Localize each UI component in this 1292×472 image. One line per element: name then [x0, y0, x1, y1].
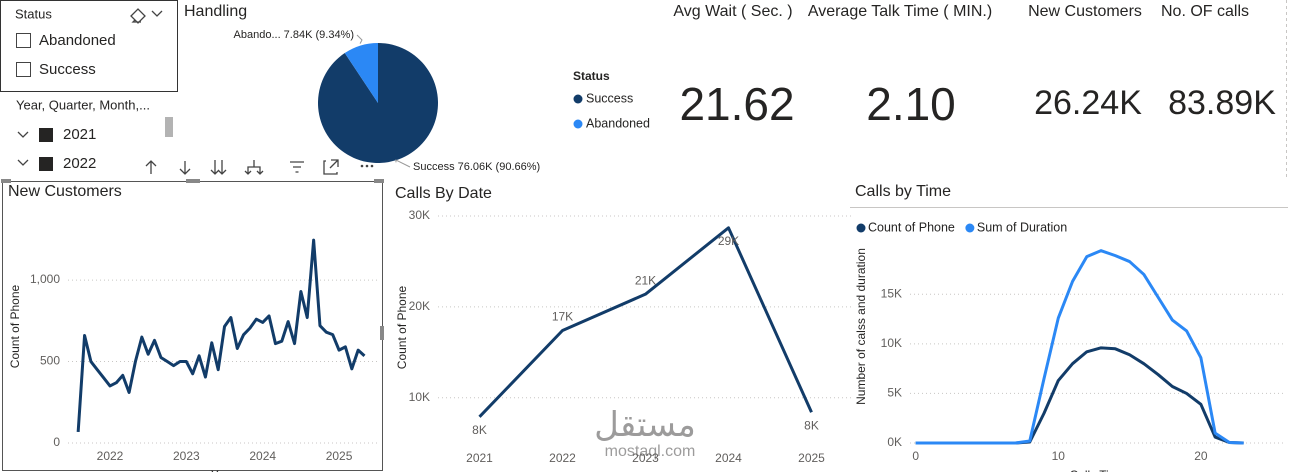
checkbox[interactable]	[16, 33, 31, 48]
y-tick-label: 10K	[881, 336, 902, 350]
x-tick-label: 20	[1194, 449, 1208, 463]
leader-line	[356, 34, 363, 44]
y-tick-label: 15K	[881, 286, 902, 300]
card-value: 83.89K	[1168, 84, 1276, 122]
pie-slice	[344, 43, 378, 103]
data-label: 8K	[472, 423, 487, 437]
visual-toolbar	[145, 159, 374, 175]
x-tick-label: 2021	[466, 451, 493, 465]
data-label: 21K	[635, 273, 656, 287]
x-axis-title: Calls Time	[1069, 468, 1125, 472]
card-value: 21.62	[679, 78, 794, 130]
expand-icon[interactable]	[17, 159, 29, 166]
legend-marker	[573, 119, 583, 129]
expand-icon[interactable]	[17, 131, 29, 138]
legend-label: Abandoned	[586, 116, 650, 130]
chart-title: New Customers	[8, 183, 122, 200]
more-icon[interactable]	[360, 164, 364, 168]
resize-handle[interactable]	[186, 179, 200, 183]
card-label: New Customers	[1028, 3, 1142, 20]
card-label: Average Talk Time ( MIN.)	[808, 3, 992, 20]
card-value: 2.10	[866, 78, 956, 130]
y-tick-label: 500	[40, 354, 60, 368]
more-icon[interactable]	[370, 164, 374, 168]
y-tick-label: 0K	[887, 435, 902, 449]
checkbox[interactable]	[39, 128, 53, 142]
card-label: Avg Wait ( Sec. )	[673, 3, 792, 20]
slicer-title: Status	[15, 6, 52, 21]
checkbox[interactable]	[16, 62, 31, 77]
series-line	[915, 346, 1244, 445]
series-line	[76, 238, 366, 433]
legend-label: Count of Phone	[868, 220, 955, 234]
x-tick-label: 2023	[632, 451, 659, 465]
more-icon[interactable]	[365, 164, 369, 168]
y-tick-label: 10K	[409, 390, 430, 404]
chart-title: Calls By Date	[395, 185, 492, 202]
y-axis-title: Count of Phone	[8, 284, 22, 368]
x-tick-label: 2023	[173, 449, 200, 463]
legend-marker	[856, 223, 866, 233]
filter-icon[interactable]	[290, 161, 304, 173]
next-level-icon[interactable]	[210, 160, 227, 175]
legend-marker	[965, 223, 975, 233]
chart-title: Handling	[184, 3, 247, 20]
x-tick-label: 2024	[715, 451, 742, 465]
legend-label: Sum of Duration	[977, 220, 1067, 234]
x-tick-label: 2025	[326, 449, 353, 463]
slicer-item[interactable]: 2021	[63, 126, 96, 143]
x-tick-label: 2024	[249, 449, 276, 463]
chevron-icon[interactable]	[151, 10, 163, 17]
leader-line	[395, 159, 411, 168]
y-tick-label: 1,000	[30, 272, 60, 286]
y-tick-label: 30K	[409, 208, 430, 222]
resize-handle[interactable]	[1, 179, 11, 183]
x-tick-label: 2025	[798, 451, 825, 465]
data-label: Success 76.06K (90.66%)	[413, 161, 540, 173]
scrollbar[interactable]	[165, 117, 173, 137]
watermark-url: mostaql.com	[605, 443, 696, 460]
y-tick-label: 0	[53, 435, 60, 449]
slicer-item[interactable]: Abandoned	[39, 32, 116, 49]
series-line	[478, 226, 813, 418]
visual-frame	[2, 181, 383, 471]
eraser-icon[interactable]	[130, 8, 146, 24]
expand-level-icon[interactable]	[244, 160, 264, 175]
watermark-logo: مستقل	[594, 406, 696, 444]
slicer-item[interactable]: Success	[39, 61, 96, 78]
y-axis-title: Count of Phone	[395, 285, 409, 369]
resize-handle[interactable]	[374, 179, 384, 183]
data-label: 8K	[804, 418, 819, 432]
card-label: No. OF calls	[1161, 3, 1249, 20]
legend-label: Success	[586, 91, 633, 105]
chart-title: Calls by Time	[855, 183, 951, 200]
x-tick-label: 2022	[97, 449, 124, 463]
slicer-title: Year, Quarter, Month,...	[16, 97, 150, 112]
series-line	[915, 249, 1244, 445]
y-tick-label: 20K	[409, 299, 430, 313]
x-tick-label: 2022	[549, 451, 576, 465]
resize-handle[interactable]	[380, 326, 384, 340]
drill-down-icon[interactable]	[179, 161, 191, 175]
y-tick-label: 5K	[887, 386, 902, 400]
card-value: 26.24K	[1034, 84, 1142, 122]
slicer-item[interactable]: 2022	[63, 155, 96, 172]
x-axis-title: Year	[211, 468, 235, 472]
checkbox[interactable]	[39, 157, 53, 171]
drill-up-icon[interactable]	[145, 160, 157, 174]
x-axis-title: Year	[633, 470, 657, 472]
x-tick-label: 0	[912, 449, 919, 463]
y-axis-title: Number of calss and duration	[854, 248, 868, 405]
data-label: 29K	[718, 234, 739, 248]
pie-slice	[318, 43, 439, 163]
focus-icon[interactable]	[323, 159, 339, 175]
legend-title: Status	[573, 69, 610, 83]
x-tick-label: 10	[1052, 449, 1066, 463]
data-label: Abando... 7.84K (9.34%)	[234, 29, 354, 41]
data-label: 17K	[552, 310, 573, 324]
legend-marker	[573, 94, 583, 104]
